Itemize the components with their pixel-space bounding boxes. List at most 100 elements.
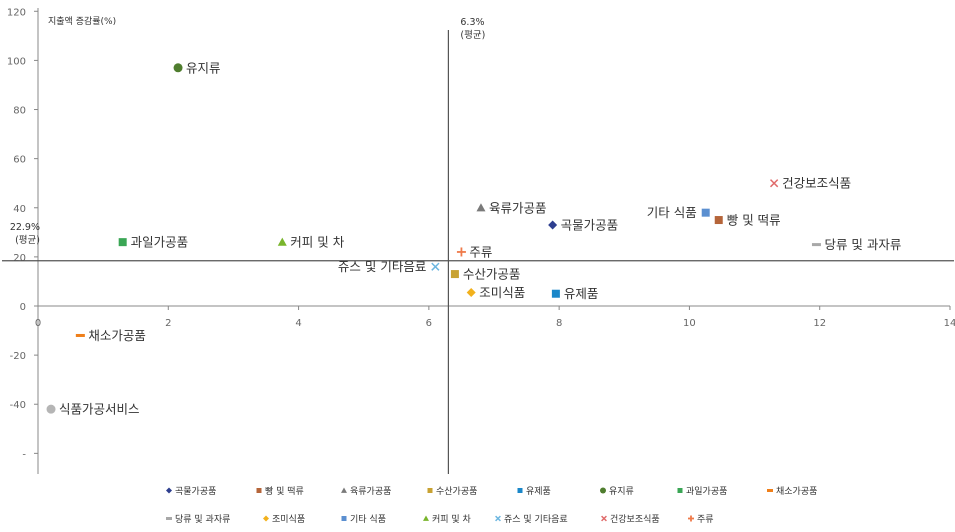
point-label: 유제품 xyxy=(564,286,599,301)
point-marker xyxy=(431,262,440,271)
point-marker xyxy=(701,208,710,217)
legend-marker xyxy=(767,489,773,492)
legend-marker xyxy=(688,515,694,522)
point-label: 식품가공서비스 xyxy=(59,402,140,417)
point-label: 채소가공품 xyxy=(88,328,146,343)
legend-item: 쥬스 및 기타음료 xyxy=(495,513,568,525)
data-point: 육류가공품 xyxy=(476,200,546,215)
point-label: 수산가공품 xyxy=(463,267,521,282)
legend-marker xyxy=(495,515,501,522)
legend-marker xyxy=(601,515,607,522)
point-marker xyxy=(277,237,287,246)
legend-label: 커피 및 차 xyxy=(432,513,472,525)
data-point: 조미식품 xyxy=(466,285,525,300)
point-marker xyxy=(118,238,127,247)
legend-item: 건강보조식품 xyxy=(601,514,660,525)
x-tick-label: 6 xyxy=(426,318,432,329)
point-label: 쥬스 및 기타음료 xyxy=(338,259,426,274)
data-point: 수산가공품 xyxy=(450,267,521,282)
point-marker xyxy=(548,220,558,230)
point-label: 유지류 xyxy=(186,60,221,75)
x-tick-label: 8 xyxy=(556,318,562,329)
point-label: 주류 xyxy=(469,244,492,259)
y-tick-label: 40 xyxy=(13,204,26,215)
point-label: 곡물가공품 xyxy=(561,217,619,232)
point-marker xyxy=(714,216,723,225)
vertical-average-sublabel: (평균) xyxy=(460,30,485,41)
legend-item: 주류 xyxy=(688,514,714,525)
point-label: 건강보조식품 xyxy=(782,176,851,191)
x-tick-label: 12 xyxy=(813,318,826,329)
legend-marker xyxy=(423,515,429,521)
horizontal-average-sublabel: (평균) xyxy=(15,235,40,246)
data-point: 커피 및 차 xyxy=(277,235,345,250)
legend-item: 채소가공품 xyxy=(767,486,817,497)
axes: - -40 -20 0 20 40 60 80 100 120 0 2 4 6 8 10 12 14 지출액 증감률… xyxy=(7,7,955,474)
y-axis-title: 지출액 증감률(%) xyxy=(48,15,116,27)
legend-item: 곡물가공품 xyxy=(166,486,216,497)
point-marker xyxy=(450,270,459,279)
legend-label: 채소가공품 xyxy=(776,486,817,497)
point-label: 당류 및 과자류 xyxy=(824,237,901,252)
legend-marker xyxy=(517,488,523,493)
y-tick-label: 20 xyxy=(13,253,26,264)
x-tick-label: 10 xyxy=(683,318,696,329)
point-marker xyxy=(46,404,56,414)
data-point: 유지류 xyxy=(173,60,221,75)
legend: 곡물가공품 빵 및 떡류 육류가공품 수산가공품 유제품 유지류 과일가공품 채소가공품당류 … xyxy=(166,485,817,525)
x-tick-label: 2 xyxy=(165,318,171,329)
point-marker xyxy=(456,247,466,257)
data-point: 식품가공서비스 xyxy=(46,402,140,417)
legend-marker xyxy=(427,488,433,493)
legend-label: 당류 및 과자류 xyxy=(175,513,230,525)
legend-item: 유지류 xyxy=(600,486,634,497)
data-point: 빵 및 떡류 xyxy=(714,213,781,228)
data-point: 채소가공품 xyxy=(75,328,146,343)
legend-label: 육류가공품 xyxy=(350,486,391,497)
legend-marker xyxy=(341,487,347,493)
legend-marker xyxy=(256,488,262,493)
y-tick-label: 60 xyxy=(13,155,26,166)
legend-label: 빵 및 떡류 xyxy=(265,485,304,497)
y-tick-label: 120 xyxy=(7,7,26,18)
point-label: 육류가공품 xyxy=(489,200,547,215)
legend-item: 과일가공품 xyxy=(677,486,727,497)
legend-item: 당류 및 과자류 xyxy=(166,513,230,525)
point-label: 조미식품 xyxy=(479,285,525,300)
legend-marker-stroke xyxy=(495,515,501,522)
legend-item: 조미식품 xyxy=(263,514,305,525)
legend-marker xyxy=(166,517,172,520)
point-marker xyxy=(466,287,476,297)
legend-item: 기타 식품 xyxy=(341,514,386,525)
legend-marker xyxy=(341,516,347,521)
point-marker xyxy=(551,289,560,298)
legend-marker xyxy=(600,487,606,494)
legend-item: 육류가공품 xyxy=(341,486,391,497)
point-marker xyxy=(173,63,183,73)
reference-lines: 6.3% (평균) 22.9% (평균) xyxy=(2,17,954,474)
x-tick-label: 14 xyxy=(944,318,955,329)
legend-marker xyxy=(677,488,683,493)
point-label: 커피 및 차 xyxy=(290,235,344,250)
x-tick-label: 0 xyxy=(35,318,41,329)
legend-item: 커피 및 차 xyxy=(423,513,472,525)
point-marker xyxy=(75,333,85,337)
y-tick-label: 0 xyxy=(20,302,26,313)
point-marker-stroke xyxy=(769,179,779,188)
y-tick-label: 100 xyxy=(7,56,26,67)
legend-label: 기타 식품 xyxy=(350,514,386,525)
data-point: 당류 및 과자류 xyxy=(811,237,901,252)
legend-item: 수산가공품 xyxy=(427,486,477,497)
legend-label: 유지류 xyxy=(609,486,634,497)
data-point: 건강보조식품 xyxy=(769,176,851,191)
point-label: 빵 및 떡류 xyxy=(727,213,781,228)
legend-label: 수산가공품 xyxy=(436,486,477,497)
point-marker-stroke xyxy=(431,262,440,271)
y-tick-label: -20 xyxy=(10,351,26,362)
legend-item: 유제품 xyxy=(517,486,551,497)
legend-label: 과일가공품 xyxy=(686,486,727,497)
legend-label: 곡물가공품 xyxy=(175,486,216,497)
point-marker xyxy=(476,203,486,212)
